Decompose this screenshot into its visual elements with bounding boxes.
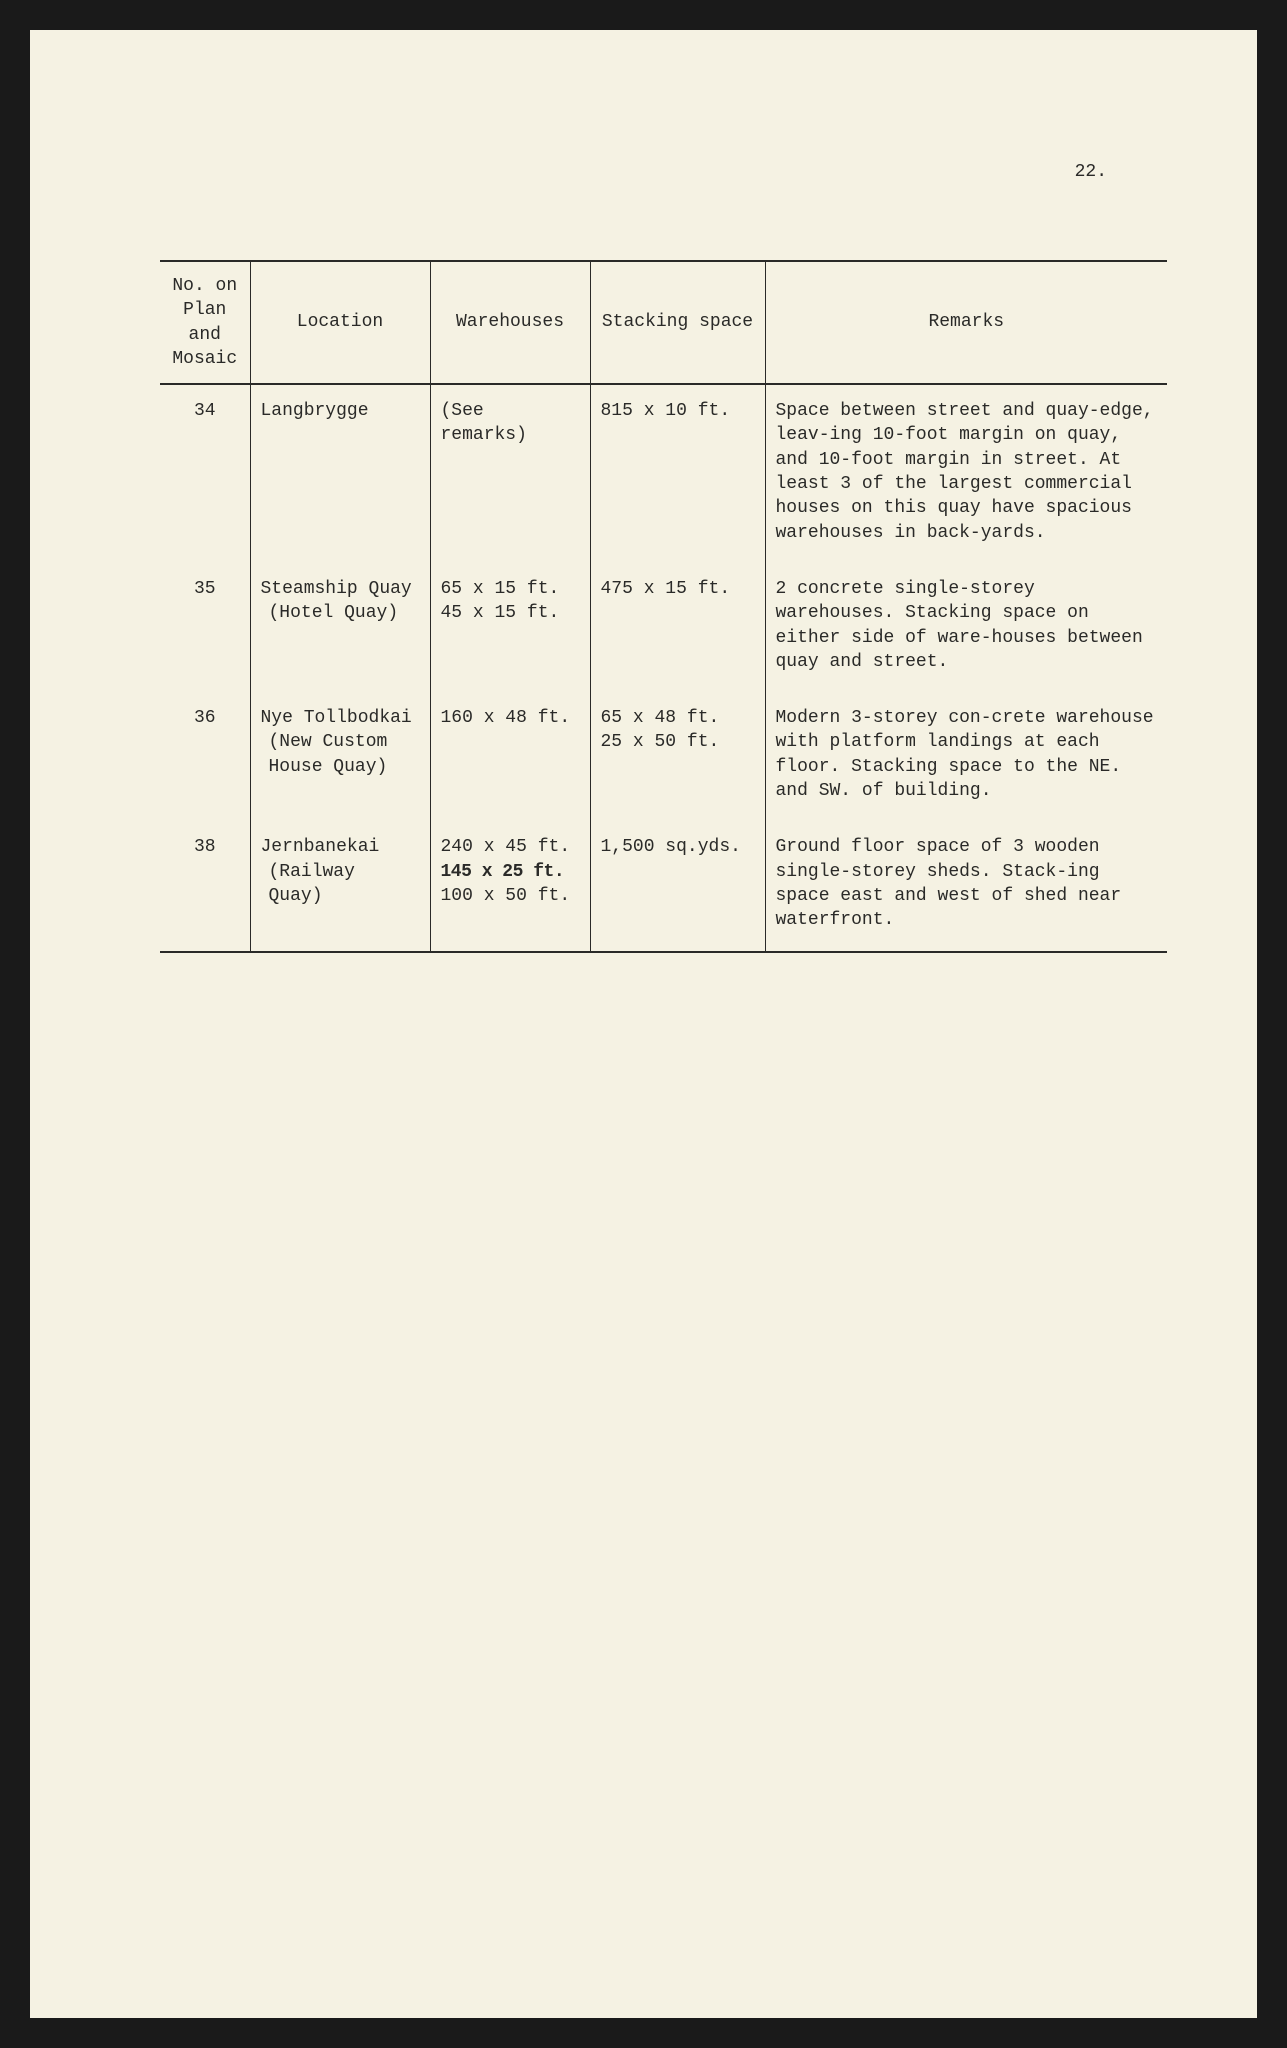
warehouses-table: No. on Plan and Mosaic Location Warehous… xyxy=(160,260,1167,954)
col-header-remarks: Remarks xyxy=(765,261,1167,384)
cell-no: 38 xyxy=(160,821,250,951)
table-row: 36 Nye Tollbodkai (New Custom House Quay… xyxy=(160,692,1167,821)
table-header-row: No. on Plan and Mosaic Location Warehous… xyxy=(160,261,1167,384)
document-page: 22. No. on Plan and Mosaic Location Wa xyxy=(30,30,1257,2018)
col-header-no: No. on Plan and Mosaic xyxy=(160,261,250,384)
cell-stacking: 815 x 10 ft. xyxy=(590,384,765,563)
table-container: No. on Plan and Mosaic Location Warehous… xyxy=(160,260,1167,954)
cell-stacking: 1,500 sq.yds. xyxy=(590,821,765,951)
cell-stacking: 475 x 15 ft. xyxy=(590,563,765,692)
cell-stacking: 65 x 48 ft. 25 x 50 ft. xyxy=(590,692,765,821)
cell-remarks: Ground floor space of 3 wooden single-st… xyxy=(765,821,1167,951)
cell-location: Langbrygge xyxy=(250,384,430,563)
col-header-stacking: Stacking space xyxy=(590,261,765,384)
cell-remarks: 2 concrete single-storey warehouses. Sta… xyxy=(765,563,1167,692)
cell-location: Nye Tollbodkai (New Custom House Quay) xyxy=(250,692,430,821)
table-row: 34 Langbrygge (See remarks) 815 x 10 ft.… xyxy=(160,384,1167,563)
col-header-location: Location xyxy=(250,261,430,384)
cell-warehouses: 160 x 48 ft. xyxy=(430,692,590,821)
cell-remarks: Space between street and quay-edge, leav… xyxy=(765,384,1167,563)
table-row: 35 Steamship Quay (Hotel Quay) 65 x 15 f… xyxy=(160,563,1167,692)
cell-location: Jernbanekai (Railway Quay) xyxy=(250,821,430,951)
page-number: 22. xyxy=(1075,160,1107,184)
cell-warehouses: 65 x 15 ft. 45 x 15 ft. xyxy=(430,563,590,692)
table-bottom-rule xyxy=(160,952,1167,954)
cell-no: 34 xyxy=(160,384,250,563)
cell-warehouses: 240 x 45 ft. 145 x 25 ft. 100 x 50 ft. xyxy=(430,821,590,951)
cell-no: 35 xyxy=(160,563,250,692)
cell-no: 36 xyxy=(160,692,250,821)
cell-remarks: Modern 3-storey con-crete warehouse with… xyxy=(765,692,1167,821)
table-row: 38 Jernbanekai (Railway Quay) 240 x 45 f… xyxy=(160,821,1167,951)
cell-warehouses: (See remarks) xyxy=(430,384,590,563)
cell-location: Steamship Quay (Hotel Quay) xyxy=(250,563,430,692)
col-header-warehouses: Warehouses xyxy=(430,261,590,384)
